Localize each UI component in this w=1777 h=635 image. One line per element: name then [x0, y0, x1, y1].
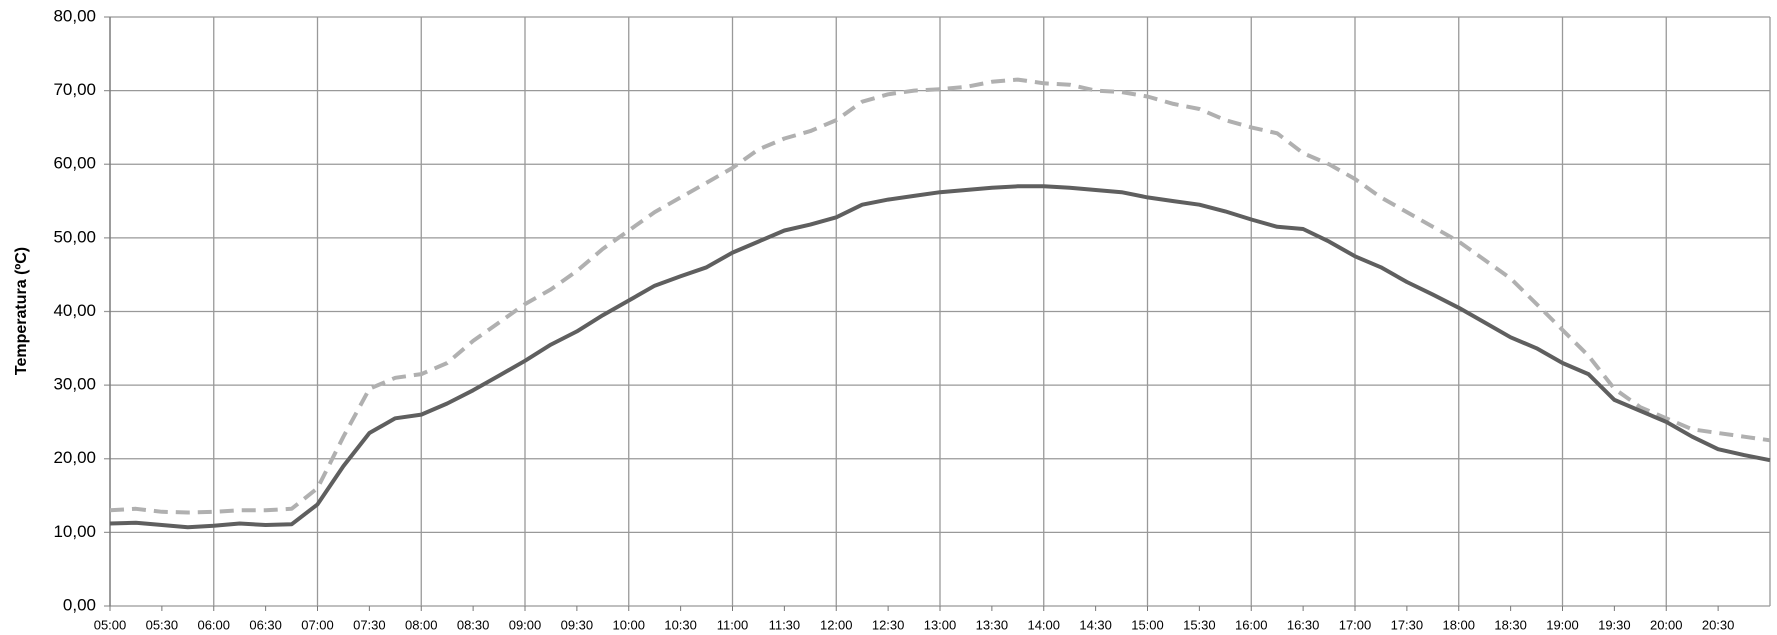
x-tick-label: 10:00 [612, 617, 645, 632]
x-tick-label: 18:00 [1442, 617, 1475, 632]
x-tick-label: 07:30 [353, 617, 386, 632]
x-tick-label: 19:00 [1546, 617, 1579, 632]
x-tick-label: 16:00 [1235, 617, 1268, 632]
x-tick-label: 09:30 [561, 617, 594, 632]
x-tick-label: 10:30 [664, 617, 697, 632]
x-tick-label: 06:00 [197, 617, 230, 632]
x-tick-label: 19:30 [1598, 617, 1631, 632]
y-tick-label: 40,00 [53, 301, 96, 320]
x-tick-label: 17:30 [1391, 617, 1424, 632]
x-tick-label: 11:00 [717, 617, 749, 632]
x-tick-label: 08:00 [405, 617, 438, 632]
x-tick-label: 20:00 [1650, 617, 1683, 632]
x-tick-label: 16:30 [1287, 617, 1320, 632]
x-tick-label: 12:30 [872, 617, 905, 632]
y-tick-label: 70,00 [53, 80, 96, 99]
x-tick-label: 09:00 [509, 617, 542, 632]
x-tick-label: 05:30 [146, 617, 179, 632]
y-tick-label: 30,00 [53, 375, 96, 394]
x-tick-label: 18:30 [1494, 617, 1527, 632]
x-tick-label: 15:00 [1131, 617, 1164, 632]
y-tick-label: 60,00 [53, 154, 96, 173]
x-tick-label: 06:30 [249, 617, 282, 632]
y-tick-label: 10,00 [53, 522, 96, 541]
y-tick-label: 0,00 [63, 595, 96, 614]
series-line [109, 184, 1771, 530]
x-tick-label: 13:30 [976, 617, 1009, 632]
x-tick-label: 14:30 [1079, 617, 1112, 632]
y-tick-label: 20,00 [53, 448, 96, 467]
y-axis-title: Temperatura (ºC) [13, 247, 30, 375]
x-tick-label: 12:00 [820, 617, 853, 632]
x-tick-label: 15:30 [1183, 617, 1216, 632]
x-tick-label: 08:30 [457, 617, 490, 632]
y-tick-label: 50,00 [53, 227, 96, 246]
x-tick-label: 20:30 [1702, 617, 1735, 632]
x-tick-label: 14:00 [1027, 617, 1060, 632]
x-tick-label: 11:30 [769, 617, 801, 632]
x-tick-label: 07:00 [301, 617, 334, 632]
x-tick-label: 17:00 [1339, 617, 1372, 632]
y-tick-label: 80,00 [53, 6, 96, 25]
x-tick-label: 13:00 [924, 617, 957, 632]
x-tick-label: 05:00 [94, 617, 127, 632]
